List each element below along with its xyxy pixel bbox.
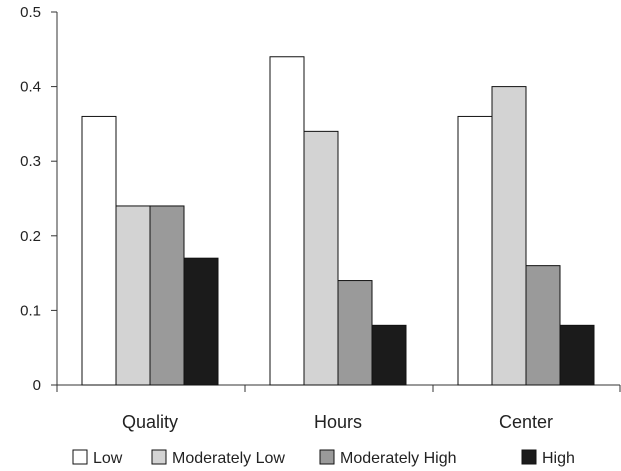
y-tick-label: 0.3 (20, 153, 41, 170)
legend-swatch (151, 449, 167, 465)
bar (525, 265, 561, 386)
y-tick-label: 0.1 (20, 302, 41, 319)
bar (115, 205, 151, 386)
y-tick-label: 0.5 (20, 4, 41, 21)
bar (81, 115, 117, 386)
bar (491, 86, 527, 386)
bar (269, 56, 305, 386)
bar (183, 257, 219, 386)
bar (371, 324, 407, 386)
y-axis: 0 0.1 0.2 0.3 0.4 0.5 (20, 4, 58, 394)
bar (457, 115, 493, 386)
legend-swatch (319, 449, 335, 465)
legend: Low Moderately Low Moderately High High (72, 449, 575, 467)
x-category-label: Hours (314, 412, 362, 432)
y-tick-label: 0.4 (20, 79, 41, 96)
y-tick-label: 0 (33, 377, 41, 394)
bars (81, 56, 595, 386)
y-tick-label: 0.2 (20, 228, 41, 245)
bar (337, 280, 373, 386)
legend-label: Moderately Low (172, 450, 285, 467)
legend-label: High (542, 450, 575, 467)
bar (303, 130, 339, 386)
bar (149, 205, 185, 386)
legend-swatch (521, 449, 537, 465)
x-axis: Quality Hours Center (56, 384, 621, 432)
legend-label: Low (93, 450, 123, 467)
legend-swatch (72, 449, 88, 465)
legend-label: Moderately High (340, 450, 457, 467)
x-category-label: Center (499, 412, 553, 432)
x-category-label: Quality (122, 412, 178, 432)
bar (559, 324, 595, 386)
